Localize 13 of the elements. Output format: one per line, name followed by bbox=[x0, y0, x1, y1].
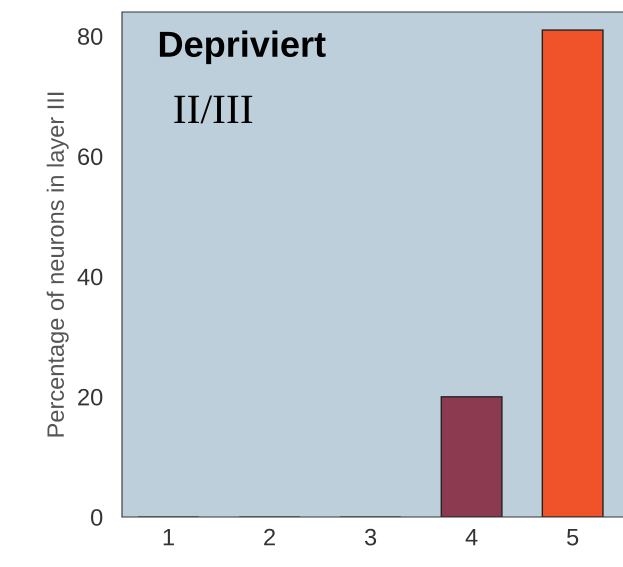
y-tick-label: 20 bbox=[78, 388, 102, 406]
y-axis-title: Percentage of neurons in layer III bbox=[46, 92, 69, 436]
annotation: Depriviert bbox=[160, 30, 326, 64]
x-tick-label: 1 bbox=[164, 528, 174, 546]
x-tick-label: 3 bbox=[364, 528, 376, 546]
y-tick-label: 0 bbox=[91, 509, 102, 526]
y-tick-label: 80 bbox=[78, 28, 102, 45]
y-tick-label: 40 bbox=[78, 268, 102, 286]
x-tick-label: 5 bbox=[567, 528, 578, 546]
y-tick-label: 60 bbox=[78, 148, 102, 166]
x-tick-label: 4 bbox=[466, 528, 478, 546]
x-tick-label: 2 bbox=[264, 528, 275, 546]
annotation: II/III bbox=[174, 96, 252, 124]
